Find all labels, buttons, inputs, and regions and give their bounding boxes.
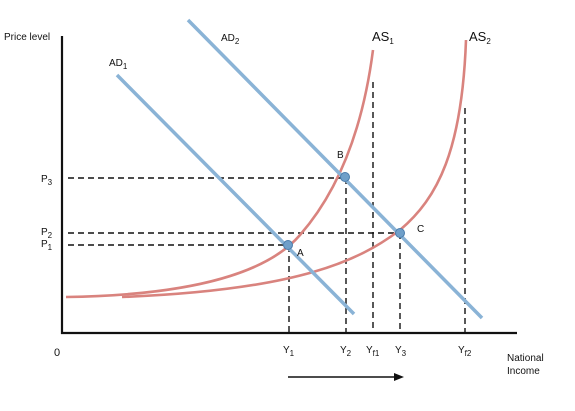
p2-label: P2 (41, 227, 53, 240)
point-a-label: A (297, 248, 304, 259)
y2-label-sub: 2 (347, 349, 352, 358)
equilibrium-points (283, 172, 405, 250)
ad2-label-sub: 2 (235, 37, 240, 46)
ad2-label-main: AD (221, 33, 235, 44)
p3-label: P3 (41, 174, 53, 187)
y2-label-main: Y (340, 345, 347, 356)
as1-curve (65, 49, 375, 299)
x-axis-label-line1: National (507, 353, 544, 364)
ad2-line (186, 18, 484, 320)
as2-label-main: AS (469, 29, 487, 44)
y-axis-label: Price level (4, 32, 50, 43)
p1-label-main: P (41, 239, 48, 250)
ad1-label-main: AD (109, 58, 123, 69)
p3-label-sub: 3 (48, 178, 53, 187)
shift-arrow-head (394, 373, 404, 381)
yf2-label-main: Y (458, 345, 465, 356)
as2-label: AS2 (469, 29, 491, 46)
ad1-label: AD1 (109, 58, 128, 71)
origin-label: 0 (54, 347, 60, 359)
as-curves (65, 39, 468, 299)
as2-curve (121, 39, 468, 299)
y1-label-main: Y (283, 345, 290, 356)
ad1-line (115, 73, 356, 316)
y3-label: Y3 (395, 345, 407, 358)
as1-label: AS1 (372, 29, 394, 46)
as1-label-sub: 1 (389, 37, 394, 46)
y1-label: Y1 (283, 345, 295, 358)
as1-label-main: AS (372, 29, 390, 44)
p2-label-main: P (41, 227, 48, 238)
y3-label-main: Y (395, 345, 402, 356)
yf2-label: Yf2 (458, 345, 472, 358)
yf1-label-sub: f1 (373, 349, 380, 358)
x-axis-label-line2: Income (507, 366, 540, 377)
point-a-marker (283, 240, 293, 250)
y1-label-sub: 1 (290, 349, 295, 358)
p1-label: P1 (41, 239, 53, 252)
ad1-label-sub: 1 (123, 62, 128, 71)
ad2-label: AD2 (221, 33, 240, 46)
point-c-marker (395, 228, 405, 238)
y2-label: Y2 (340, 345, 352, 358)
yf2-label-sub: f2 (465, 349, 472, 358)
shift-arrow (288, 373, 404, 381)
p3-label-main: P (41, 174, 48, 185)
ad-lines (115, 18, 484, 320)
p2-label-sub: 2 (48, 231, 53, 240)
axes (60, 36, 517, 335)
yf1-label: Yf1 (366, 345, 380, 358)
as2-label-sub: 2 (486, 37, 491, 46)
p1-label-sub: 1 (48, 243, 53, 252)
yf1-label-main: Y (366, 345, 373, 356)
y3-label-sub: 3 (402, 349, 407, 358)
point-c-label: C (417, 224, 424, 235)
point-b-marker (340, 172, 350, 182)
point-b-label: B (337, 150, 344, 161)
